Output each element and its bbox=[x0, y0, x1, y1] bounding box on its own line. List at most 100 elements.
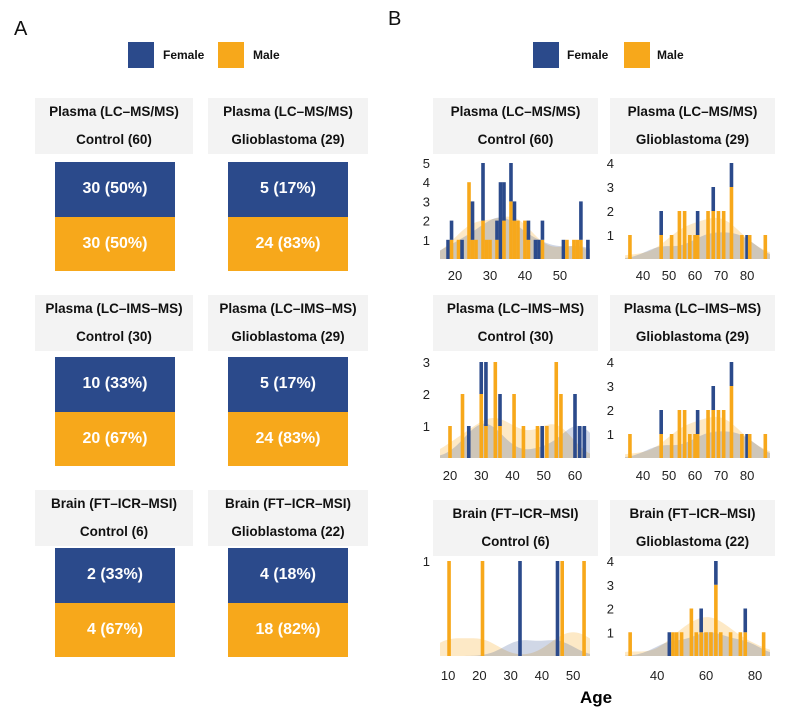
strip-group: Control (6) bbox=[79, 524, 149, 539]
y-tick-label: 3 bbox=[607, 180, 614, 195]
male-bar bbox=[689, 608, 694, 656]
female-bar bbox=[479, 362, 484, 394]
x-tick-label: 50 bbox=[662, 468, 676, 483]
facet-strip: Plasma (LC–IMS–MS) Control (30) bbox=[433, 295, 598, 351]
female-bar bbox=[699, 608, 703, 633]
male-bar bbox=[728, 632, 733, 656]
x-tick-label: 40 bbox=[636, 468, 650, 483]
facet-group: Control (60) bbox=[477, 132, 554, 147]
sex-proportion-box: 30 (50%) 30 (50%) bbox=[55, 162, 175, 271]
x-tick-label: 40 bbox=[636, 268, 650, 283]
strip-title: Plasma (LC–MS/MS) bbox=[223, 104, 353, 119]
y-tick-label: 5 bbox=[423, 156, 430, 171]
male-density-area bbox=[440, 632, 590, 656]
male-bar bbox=[721, 211, 726, 259]
facet-group: Glioblastoma (29) bbox=[635, 329, 750, 344]
strip-header: Brain (FT–ICR–MSI) Control (6) bbox=[35, 490, 193, 546]
facet-title: Plasma (LC–MS/MS) bbox=[450, 104, 581, 119]
x-tick-label: 50 bbox=[662, 268, 676, 283]
male-count: 30 (50%) bbox=[55, 216, 175, 271]
male-bar bbox=[699, 632, 703, 656]
x-tick-label: 20 bbox=[448, 268, 462, 283]
female-bar bbox=[743, 608, 748, 633]
male-bar bbox=[688, 235, 692, 259]
y-tick-label: 3 bbox=[607, 578, 614, 593]
strip-group: Control (60) bbox=[76, 132, 152, 147]
male-count: 24 (83%) bbox=[228, 411, 348, 466]
x-axis-label: Age bbox=[580, 688, 613, 707]
male-bar bbox=[554, 362, 559, 458]
x-tick-label: 70 bbox=[714, 268, 728, 283]
x-tick-label: 30 bbox=[483, 268, 497, 283]
male-bar bbox=[470, 239, 475, 259]
male-bar bbox=[721, 410, 726, 458]
facet-group: Glioblastoma (22) bbox=[635, 534, 750, 549]
y-tick-label: 3 bbox=[423, 355, 430, 370]
y-tick-label: 3 bbox=[423, 194, 430, 209]
male-count: 20 (67%) bbox=[55, 411, 175, 466]
male-bar bbox=[677, 211, 682, 259]
female-count: 30 (50%) bbox=[55, 162, 175, 217]
male-bar bbox=[582, 561, 586, 656]
legend-female-swatch bbox=[128, 42, 154, 68]
female-bar bbox=[659, 410, 663, 434]
strip-title: Plasma (LC–IMS–MS) bbox=[45, 301, 183, 316]
legend-b-male-label: Male bbox=[657, 48, 684, 62]
facet-strip: Brain (FT–ICR–MSI) Control (6) bbox=[433, 500, 598, 556]
male-bar bbox=[512, 220, 517, 259]
female-bar bbox=[729, 362, 734, 386]
female-bar bbox=[579, 201, 583, 240]
male-bar bbox=[628, 434, 632, 458]
female-count: 5 (17%) bbox=[228, 357, 348, 412]
strip-title: Brain (FT–ICR–MSI) bbox=[50, 496, 177, 511]
female-bar bbox=[470, 201, 475, 240]
female-bar bbox=[561, 239, 566, 259]
male-bar bbox=[502, 220, 506, 259]
male-bar bbox=[704, 632, 708, 656]
x-tick-label: 80 bbox=[748, 668, 762, 683]
legend-male-swatch bbox=[218, 42, 244, 68]
panel-a-label: A bbox=[14, 18, 28, 40]
male-bar bbox=[484, 426, 488, 458]
male-bar bbox=[694, 632, 699, 656]
female-bar bbox=[573, 394, 577, 458]
facet-title: Plasma (LC–IMS–MS) bbox=[623, 301, 762, 316]
x-tick-label: 40 bbox=[505, 468, 519, 483]
x-tick-label: 60 bbox=[568, 468, 582, 483]
strip-header: Plasma (LC–MS/MS) Glioblastoma (29) bbox=[208, 98, 368, 154]
male-bar bbox=[718, 632, 723, 656]
male-bar bbox=[747, 235, 752, 259]
y-tick-label: 4 bbox=[607, 156, 614, 171]
male-bar bbox=[743, 632, 748, 656]
female-bar bbox=[745, 235, 749, 259]
male-bar bbox=[714, 584, 718, 656]
female-density-area bbox=[440, 640, 590, 656]
x-tick-label: 40 bbox=[650, 668, 664, 683]
female-bar bbox=[540, 426, 544, 458]
female-bar bbox=[466, 426, 471, 458]
male-bar bbox=[449, 239, 454, 259]
y-tick-label: 4 bbox=[607, 355, 614, 370]
female-bar bbox=[711, 187, 716, 211]
y-tick-label: 2 bbox=[423, 387, 430, 402]
male-bar bbox=[628, 632, 632, 656]
male-bar bbox=[679, 632, 684, 656]
female-bar bbox=[509, 163, 513, 202]
female-bar bbox=[484, 362, 488, 426]
male-count: 24 (83%) bbox=[228, 216, 348, 271]
strip-group: Control (30) bbox=[76, 329, 152, 344]
male-bar bbox=[674, 632, 679, 656]
x-tick-label: 60 bbox=[688, 268, 702, 283]
male-count: 18 (82%) bbox=[228, 602, 348, 657]
male-bar bbox=[516, 220, 520, 259]
male-bar bbox=[480, 561, 485, 656]
strip-group: Glioblastoma (29) bbox=[231, 132, 345, 147]
female-bar bbox=[526, 220, 531, 240]
female-bar bbox=[481, 163, 485, 221]
legend-b-female-swatch bbox=[533, 42, 559, 68]
male-bar bbox=[763, 434, 768, 458]
facet-title: Plasma (LC–IMS–MS) bbox=[446, 301, 585, 316]
female-bar bbox=[498, 394, 502, 426]
male-bar bbox=[677, 410, 682, 458]
